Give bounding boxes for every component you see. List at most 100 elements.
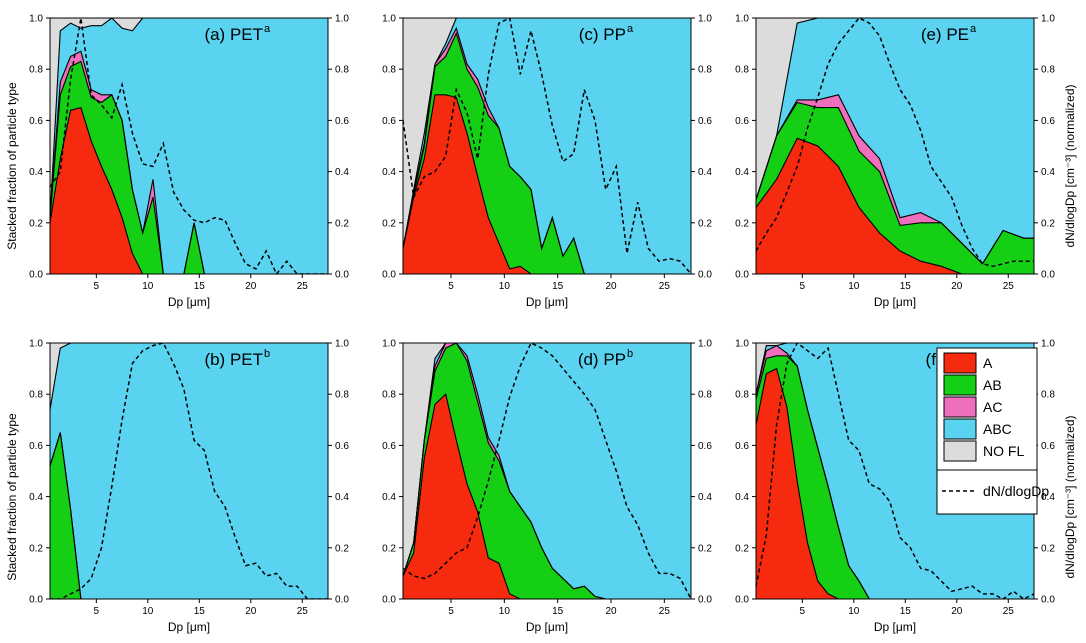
legend-label-abc: ABC <box>983 421 1012 437</box>
panel-a-y2tick-label-0.6: 0.6 <box>335 116 349 127</box>
panel-e-frame <box>755 17 1035 275</box>
panel-c-ytick-label-0.6: 0.6 <box>382 116 396 127</box>
panel-a-xtick-label-5: 5 <box>94 281 100 292</box>
legend-swatch-ac <box>943 396 977 418</box>
panel-d-boundary-ac <box>403 343 691 599</box>
panel-e-area-no-fl <box>756 18 1034 200</box>
legend-label-ac: AC <box>983 399 1002 415</box>
panel-b-xtick-label-20: 20 <box>245 606 257 617</box>
panel-a: 5 10 15 20 25 0.0 0.0 0.2 0.2 0.4 0.4 0.6 0.6 0.8 0.8 1… <box>29 14 349 310</box>
panel-d-ytick-label-0.4: 0.4 <box>382 492 396 503</box>
panel-f-y2tick-label-0.8: 0.8 <box>1041 390 1055 401</box>
panel-b-ytick-label-1.0: 1.0 <box>29 339 43 350</box>
panel-a-ytick-label-0.2: 0.2 <box>29 218 43 229</box>
left-axis-label-top: Stacked fraction of particle type <box>5 82 19 250</box>
panel-d-xtick-label-10: 10 <box>499 606 511 617</box>
legend-line-label: dN/dlogDp <box>983 483 1049 499</box>
panel-a-area-abc <box>50 18 328 274</box>
panel-e-y2tick-label-0.2: 0.2 <box>1041 218 1055 229</box>
right-axis-label-top: dN/dlogDp [cm⁻³] (normalized) <box>1063 84 1077 247</box>
panel-d-area-no-fl <box>403 343 691 576</box>
panel-d-ytick-label-0.0: 0.0 <box>382 595 396 606</box>
panel-a-title: (a) PET <box>204 25 263 44</box>
panel-f-area-a <box>756 368 1034 599</box>
panel-e-dndlogdp-line <box>756 18 1034 268</box>
panel-f-xtick-label-25: 25 <box>1003 606 1015 617</box>
panel-c-area-abc <box>403 18 691 274</box>
panel-a-xtick-label-15: 15 <box>194 281 206 292</box>
panel-b-boundary-ac <box>50 432 328 599</box>
panel-a-boundary-ac <box>50 50 328 274</box>
panel-b-xtick-label-15: 15 <box>194 606 206 617</box>
panel-e-xtick-label-25: 25 <box>1003 281 1015 292</box>
panel-f-xtick-label-20: 20 <box>951 606 963 617</box>
panel-c-y2tick-label-0.4: 0.4 <box>698 167 712 178</box>
panel-d-area-a <box>403 394 691 599</box>
panel-c-y2tick-label-0.6: 0.6 <box>698 116 712 127</box>
panel-b-x-axis-label: Dp [μm] <box>168 620 210 634</box>
panel-c-ytick-label-1.0: 1.0 <box>382 14 396 25</box>
panel-c-title: (c) PP <box>579 25 626 44</box>
panel-d-dndlogdp-line <box>403 343 691 599</box>
panel-e-title-superscript: a <box>970 23 977 35</box>
panel-d-y2tick-label-1.0: 1.0 <box>698 339 712 350</box>
legend-divider-mask <box>936 469 1038 515</box>
panel-b-boundary-abc <box>50 343 328 410</box>
panel-b-ytick-label-0.6: 0.6 <box>29 441 43 452</box>
panel-a-boundary-a <box>50 106 328 274</box>
panel-f-xtick-label-10: 10 <box>848 606 860 617</box>
panel-f-xtick-label-15: 15 <box>900 606 912 617</box>
panel-f-y2tick-label-1.0: 1.0 <box>1041 339 1055 350</box>
panel-a-y2tick-label-0.0: 0.0 <box>335 270 349 281</box>
panel-e-area-ab <box>756 102 1034 274</box>
panel-e-ytick-label-0.8: 0.8 <box>735 65 749 76</box>
panel-e-area-a <box>756 138 1034 274</box>
panel-e-boundary-ac <box>756 94 1034 265</box>
legend-swatch-a <box>943 352 977 374</box>
panel-e-y2tick-label-1.0: 1.0 <box>1041 14 1055 25</box>
panel-d-ytick-label-0.2: 0.2 <box>382 543 396 554</box>
legend-label-ab: AB <box>983 377 1002 393</box>
panel-c-plot-area <box>403 18 691 274</box>
panel-e: 5 10 15 20 25 0.0 0.0 0.2 0.2 0.4 0.4 0.6 0.6 0.8 0.8 1… <box>735 14 1055 310</box>
panel-e-y2tick-label-0.6: 0.6 <box>1041 116 1055 127</box>
panel-a-ytick-label-0.8: 0.8 <box>29 65 43 76</box>
legend-swatch-abc <box>943 418 977 440</box>
panel-d-xtick-label-20: 20 <box>605 606 617 617</box>
panel-a-frame <box>49 17 329 275</box>
panel-c-ytick-label-0.4: 0.4 <box>382 167 396 178</box>
panel-b-xtick-label-25: 25 <box>297 606 309 617</box>
panel-e-xtick-label-15: 15 <box>900 281 912 292</box>
legend-swatch-no-fl <box>943 440 977 462</box>
panel-d-ytick-label-0.6: 0.6 <box>382 441 396 452</box>
panel-f-xtick-label-5: 5 <box>800 606 806 617</box>
panel-c-frame <box>402 17 692 275</box>
panel-b-frame <box>49 342 329 600</box>
panel-c-xtick-label-25: 25 <box>659 281 671 292</box>
panel-c-dndlogdp-line <box>403 18 691 274</box>
panel-a-xtick-label-25: 25 <box>297 281 309 292</box>
panel-e-y2tick-label-0.8: 0.8 <box>1041 65 1055 76</box>
panel-d-xtick-label-5: 5 <box>448 606 454 617</box>
panel-c-title-superscript: a <box>627 23 634 35</box>
panel-a-ytick-label-1.0: 1.0 <box>29 14 43 25</box>
panel-f-dndlogdp-line <box>756 343 1034 599</box>
panel-c-xtick-label-10: 10 <box>499 281 511 292</box>
panel-c-boundary-abc <box>403 18 691 249</box>
panel-b-area-abc <box>50 343 328 599</box>
panel-a-y2tick-label-0.4: 0.4 <box>335 167 349 178</box>
panel-d-x-axis-label: Dp [μm] <box>526 620 568 634</box>
panel-e-y2tick-label-0.4: 0.4 <box>1041 167 1055 178</box>
panel-e-title: (e) PE <box>921 25 969 44</box>
panel-b-title: (b) PET <box>204 350 263 369</box>
panel-a-x-axis-label: Dp [μm] <box>168 295 210 309</box>
panel-c-area-a <box>403 94 691 274</box>
panel-a-y2tick-label-1.0: 1.0 <box>335 14 349 25</box>
legend-label-a: A <box>983 355 993 371</box>
panel-b-area-ab <box>50 432 328 599</box>
panel-f-ytick-label-0.4: 0.4 <box>735 492 749 503</box>
panel-c-x-axis-label: Dp [μm] <box>526 295 568 309</box>
panel-d-boundary-a <box>403 393 691 599</box>
panel-d-xtick-label-25: 25 <box>659 606 671 617</box>
panel-d-area-abc <box>403 343 691 599</box>
